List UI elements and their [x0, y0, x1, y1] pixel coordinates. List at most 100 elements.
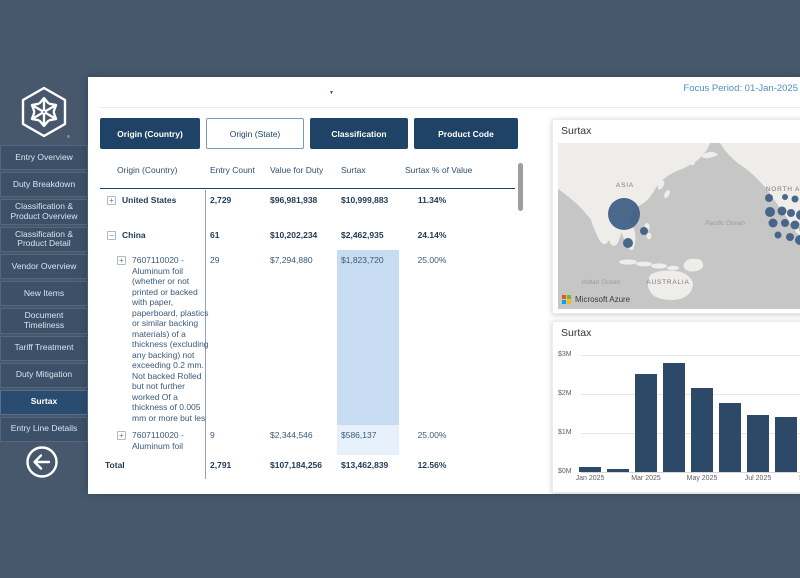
sidebar-item-vendor-overview[interactable]: Vendor Overview	[0, 254, 88, 280]
x-axis-tick-jul-2025: Jul 2025	[744, 475, 772, 482]
map-bubble-7[interactable]	[765, 207, 775, 217]
surtax-value: $13,462,839	[341, 460, 389, 470]
bar-may-2025[interactable]	[691, 388, 713, 472]
surtax-pct: 25.00%	[417, 430, 447, 440]
chart-card-title: Surtax	[561, 327, 592, 339]
entry-count: 2,729	[210, 195, 232, 205]
y-axis-tick-3m: $3M	[558, 351, 572, 358]
column-header-origin-country[interactable]: Origin (Country)	[117, 165, 178, 175]
surtax-trend-card: Surtax $0M $1M $2M $3M Jan 2025 Mar 2025 May 2…	[552, 321, 800, 493]
table-body: + United States 2,729 $96,981,938 $10,999,88…	[100, 190, 515, 479]
azure-map[interactable]: ASIA NORTH AMERICA Pacific Ocean Indian Oce…	[558, 143, 800, 309]
x-axis-tick-mar-2025: Mar 2025	[631, 475, 661, 482]
sidebar-item-entry-overview[interactable]: Entry Overview	[0, 145, 88, 170]
sidebar-nav: Entry Overview Duty Breakdown Classificati…	[0, 145, 88, 444]
bar-jun-2025[interactable]	[719, 403, 741, 472]
entry-count: 61	[210, 230, 220, 240]
collapse-icon[interactable]: −	[107, 231, 116, 240]
sidebar-item-duty-mitigation[interactable]: Duty Mitigation	[0, 362, 88, 388]
microsoft-logo-icon	[562, 295, 571, 304]
row-label: 7607110020 - Aluminum foil	[132, 430, 184, 451]
tab-product-code[interactable]: Product Code	[414, 118, 518, 149]
map-bubble-15[interactable]	[774, 231, 782, 239]
entry-count: 2,791	[210, 460, 232, 470]
map-label-north-america: NORTH AMERICA	[766, 186, 800, 193]
bar-mar-2025[interactable]	[635, 374, 657, 472]
bar-apr-2025[interactable]	[663, 363, 685, 472]
gridline-2m	[581, 394, 800, 395]
column-header-surtax[interactable]: Surtax	[341, 165, 366, 175]
table-row-china-1[interactable]: − China 61 $10,202,234 $2,462,935 24.14%	[100, 225, 515, 250]
table-row-total[interactable]: Total 2,791 $107,184,256 $13,462,839 12.56%	[100, 455, 515, 479]
row-label: China	[122, 230, 146, 240]
map-label-asia: ASIA	[616, 182, 634, 189]
view-tabs: Origin (Country) Origin (State) Classifica…	[100, 118, 518, 149]
bar-jul-2025[interactable]	[747, 415, 769, 472]
map-bubble-2[interactable]	[623, 238, 633, 248]
x-axis-tick-jan-2025: Jan 2025	[575, 475, 605, 482]
table-header-rule	[100, 188, 515, 189]
table-row-7607110020-3[interactable]: +7607110020 - Aluminum foil 9 $2,344,546 $5…	[100, 425, 515, 455]
map-bubble-9[interactable]	[787, 209, 795, 217]
expand-icon[interactable]: +	[117, 431, 126, 440]
value-for-duty: $7,294,880	[270, 255, 313, 265]
sidebar-item-duty-breakdown[interactable]: Duty Breakdown	[0, 172, 88, 197]
bar-feb-2025[interactable]	[607, 469, 629, 472]
expand-icon[interactable]: +	[107, 196, 116, 205]
expand-icon[interactable]: +	[117, 256, 126, 265]
surtax-value: $10,999,883	[341, 195, 389, 205]
focus-period-label: Focus Period: 01-Jan-2025	[683, 83, 798, 94]
sidebar-item-surtax[interactable]: Surtax	[0, 389, 88, 415]
value-for-duty: $107,184,256	[270, 460, 322, 470]
table-column-divider	[205, 190, 206, 479]
surtax-highlight-cell	[337, 250, 399, 425]
surtax-value: $2,462,935	[341, 230, 384, 240]
column-header-surtax-of-value[interactable]: Surtax % of Value	[405, 165, 473, 175]
table-row-7607110020-2[interactable]: +7607110020 - Aluminum foil (whether or …	[100, 250, 515, 425]
map-label-indian-ocean: Indian Ocean	[582, 279, 621, 286]
entry-count: 9	[210, 430, 215, 440]
tab-origin-country[interactable]: Origin (Country)	[100, 118, 200, 149]
map-bubble-16[interactable]	[786, 233, 794, 241]
gridline-0m	[581, 472, 800, 473]
tab-origin-state[interactable]: Origin (State)	[206, 118, 304, 149]
bar-jan-2025[interactable]	[579, 467, 601, 472]
column-header-entry-count[interactable]: Entry Count	[210, 165, 255, 175]
value-for-duty: $96,981,938	[270, 195, 318, 205]
sidebar-item-document-timeliness[interactable]: Document Timeliness	[0, 308, 88, 334]
sidebar-item-new-items[interactable]: New Items	[0, 281, 88, 307]
x-axis-tick-may-2025: May 2025	[686, 475, 718, 482]
table-header: Origin (Country) Entry Count Value for Dut…	[100, 163, 515, 188]
table-row-united-states-0[interactable]: + United States 2,729 $96,981,938 $10,999,88…	[100, 190, 515, 225]
map-bubble-1[interactable]	[640, 227, 648, 235]
sidebar-item-entry-line-details[interactable]: Entry Line Details	[0, 416, 88, 442]
map-bubble-13[interactable]	[790, 220, 800, 230]
surtax-pct: 25.00%	[417, 255, 447, 265]
map-bubble-0[interactable]	[608, 198, 640, 230]
bar-aug-2025[interactable]	[775, 417, 797, 472]
map-bubble-11[interactable]	[768, 218, 778, 228]
back-button[interactable]	[24, 444, 60, 480]
map-bubble-5[interactable]	[791, 195, 799, 203]
map-card-title: Surtax	[561, 125, 592, 137]
map-label-australia: AUSTRALIA	[646, 279, 689, 286]
surtax-pct: 11.34%	[417, 195, 447, 205]
y-axis-tick-2m: $2M	[558, 390, 572, 397]
sidebar-item-classification-product-detail[interactable]: Classification & Product Detail	[0, 226, 88, 253]
tab-classification[interactable]: Classification	[310, 118, 408, 149]
map-bubble-3[interactable]	[765, 194, 773, 202]
map-bubble-4[interactable]	[782, 194, 788, 200]
row-label: United States	[122, 195, 177, 205]
table-scrollbar[interactable]	[518, 163, 523, 211]
map-bubble-17[interactable]	[795, 235, 800, 245]
map-bubble-8[interactable]	[777, 206, 787, 216]
gridline-1m	[581, 433, 800, 434]
report-page: Focus Period: 01-Jan-2025 Origin (Countr…	[88, 77, 800, 494]
surtax-pct: 24.14%	[417, 230, 447, 240]
sidebar-item-tariff-treatment[interactable]: Tariff Treatment	[0, 335, 88, 361]
sidebar-item-classification-product-overview[interactable]: Classification & Product Overview	[0, 199, 88, 225]
map-bubble-12[interactable]	[781, 219, 789, 227]
column-header-value-for-duty[interactable]: Value for Duty	[270, 165, 324, 175]
map-bubble-10[interactable]	[796, 210, 800, 220]
y-axis-tick-0m: $0M	[558, 468, 572, 475]
